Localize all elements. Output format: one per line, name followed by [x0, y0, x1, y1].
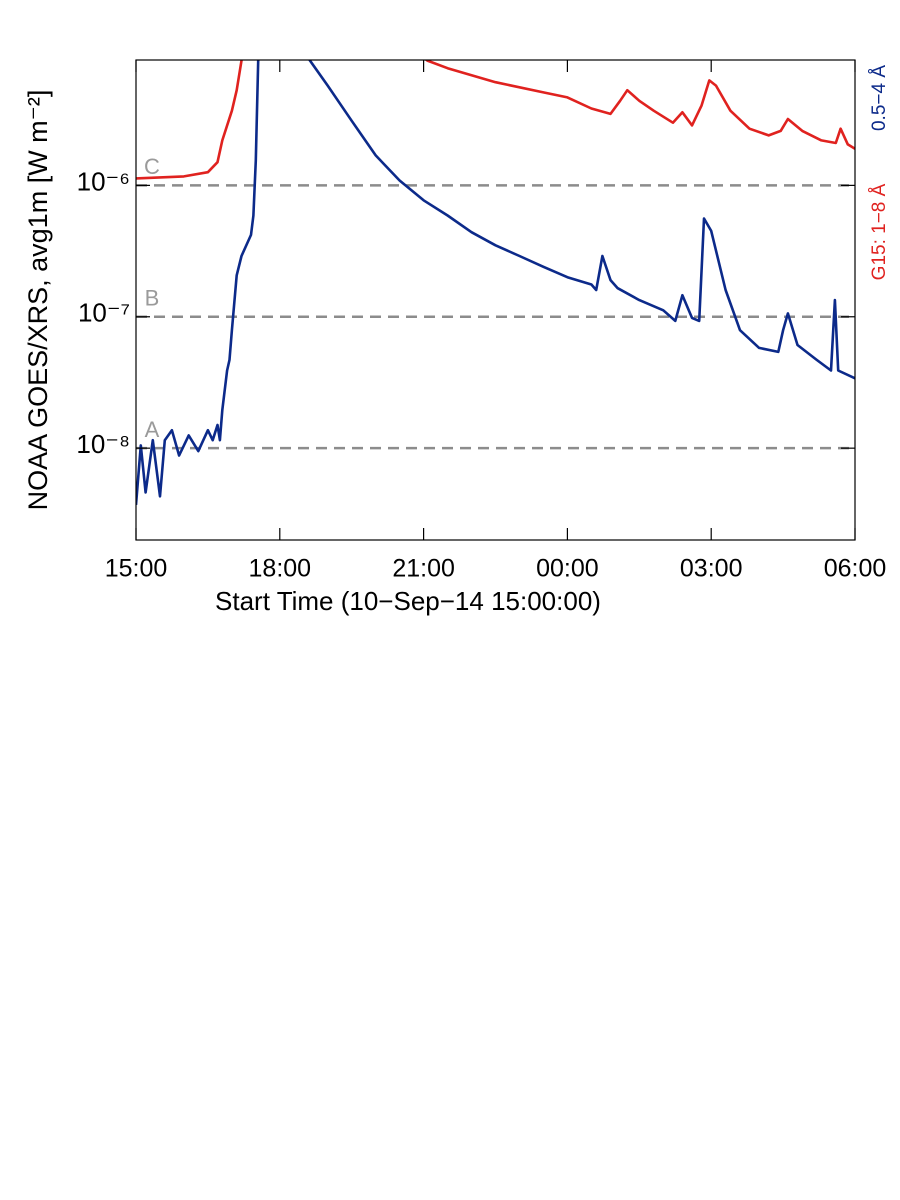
class-level-label: C — [144, 154, 160, 179]
x-tick-label: 00:00 — [536, 555, 599, 583]
y-axis-label: NOAA GOES/XRS, avg1m [W m⁻²] — [23, 90, 53, 511]
x-tick-label: 15:00 — [105, 555, 168, 583]
y-tick-label: 10⁻⁸ — [76, 429, 130, 459]
legend-label: 0.5−4 Å — [869, 65, 890, 131]
series-line — [136, 60, 855, 506]
plot-frame — [135, 59, 856, 541]
x-tick-label: 18:00 — [249, 555, 312, 583]
class-level-label: B — [145, 286, 160, 311]
x-tick-label: 03:00 — [680, 555, 743, 583]
class-level-label: A — [145, 417, 160, 442]
y-tick-label: 10⁻⁷ — [78, 298, 130, 328]
x-tick-label: 06:00 — [824, 555, 887, 583]
x-tick-label: 21:00 — [392, 555, 455, 583]
x-axis-label: Start Time (10−Sep−14 15:00:00) — [215, 586, 601, 616]
legend-label: G15: 1−8 Å — [869, 183, 890, 280]
series-line — [136, 60, 855, 180]
y-tick-label: 10⁻⁶ — [77, 166, 130, 196]
